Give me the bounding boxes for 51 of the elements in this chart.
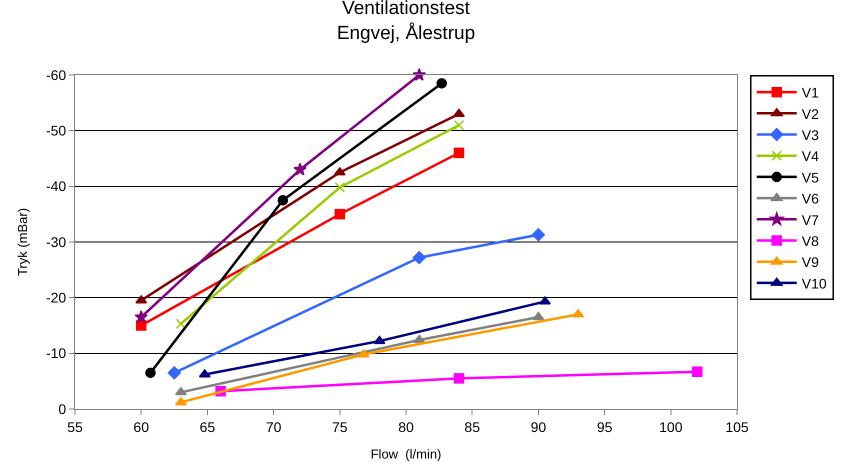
legend-label: V10 bbox=[802, 275, 827, 292]
point bbox=[539, 296, 551, 305]
legend-label: V8 bbox=[802, 232, 820, 249]
point bbox=[334, 182, 346, 193]
x-tick-label: 75 bbox=[332, 418, 348, 435]
x-tick-label: 70 bbox=[266, 418, 282, 435]
point bbox=[176, 318, 186, 330]
point bbox=[453, 108, 465, 117]
x-tick-label: 85 bbox=[464, 418, 480, 435]
point bbox=[136, 320, 146, 331]
point bbox=[334, 208, 346, 220]
legend-label: V2 bbox=[802, 106, 820, 122]
y-tick-label: 0 bbox=[58, 400, 66, 417]
point bbox=[278, 195, 288, 206]
point bbox=[436, 78, 447, 89]
point bbox=[168, 366, 181, 380]
y-tick-label: -30 bbox=[46, 234, 66, 250]
x-tick-label: 100 bbox=[659, 418, 683, 435]
x-tick-label: 55 bbox=[67, 418, 83, 435]
x-axis-title: Flow (l/min) bbox=[370, 446, 442, 462]
y-tick-label: -40 bbox=[46, 178, 66, 194]
y-tick-label: -10 bbox=[46, 345, 66, 362]
legend-label: V7 bbox=[802, 212, 820, 228]
chart-title: Ventilationstest Engvej, Ålestrup bbox=[336, 0, 476, 44]
x-tick-label: 95 bbox=[596, 418, 613, 435]
y-tick-label: -20 bbox=[46, 290, 66, 306]
point bbox=[454, 120, 464, 130]
legend-label: V3 bbox=[802, 126, 820, 143]
y-tick-label: -50 bbox=[46, 122, 66, 139]
point bbox=[532, 228, 545, 242]
point bbox=[134, 310, 148, 323]
legend-label: V1 bbox=[802, 84, 820, 101]
x-tick-label: 65 bbox=[200, 418, 216, 435]
legend-label: V5 bbox=[802, 169, 820, 186]
y-tick-label: -60 bbox=[46, 66, 66, 83]
x-tick-label: 90 bbox=[530, 418, 546, 435]
point bbox=[412, 250, 426, 264]
legend-label: V9 bbox=[802, 254, 820, 270]
y-axis-title: Tryk (mBar) bbox=[14, 208, 30, 276]
x-tick-label: 80 bbox=[398, 418, 414, 435]
point bbox=[293, 162, 307, 176]
x-tick-label: 60 bbox=[133, 418, 150, 435]
point bbox=[532, 312, 544, 320]
point bbox=[374, 336, 386, 344]
legend-label: V4 bbox=[802, 148, 820, 164]
point bbox=[145, 368, 156, 378]
legend-label: V6 bbox=[802, 190, 820, 207]
point bbox=[454, 373, 464, 384]
point bbox=[454, 148, 464, 158]
x-tick-label: 105 bbox=[725, 418, 749, 435]
point bbox=[692, 366, 703, 377]
